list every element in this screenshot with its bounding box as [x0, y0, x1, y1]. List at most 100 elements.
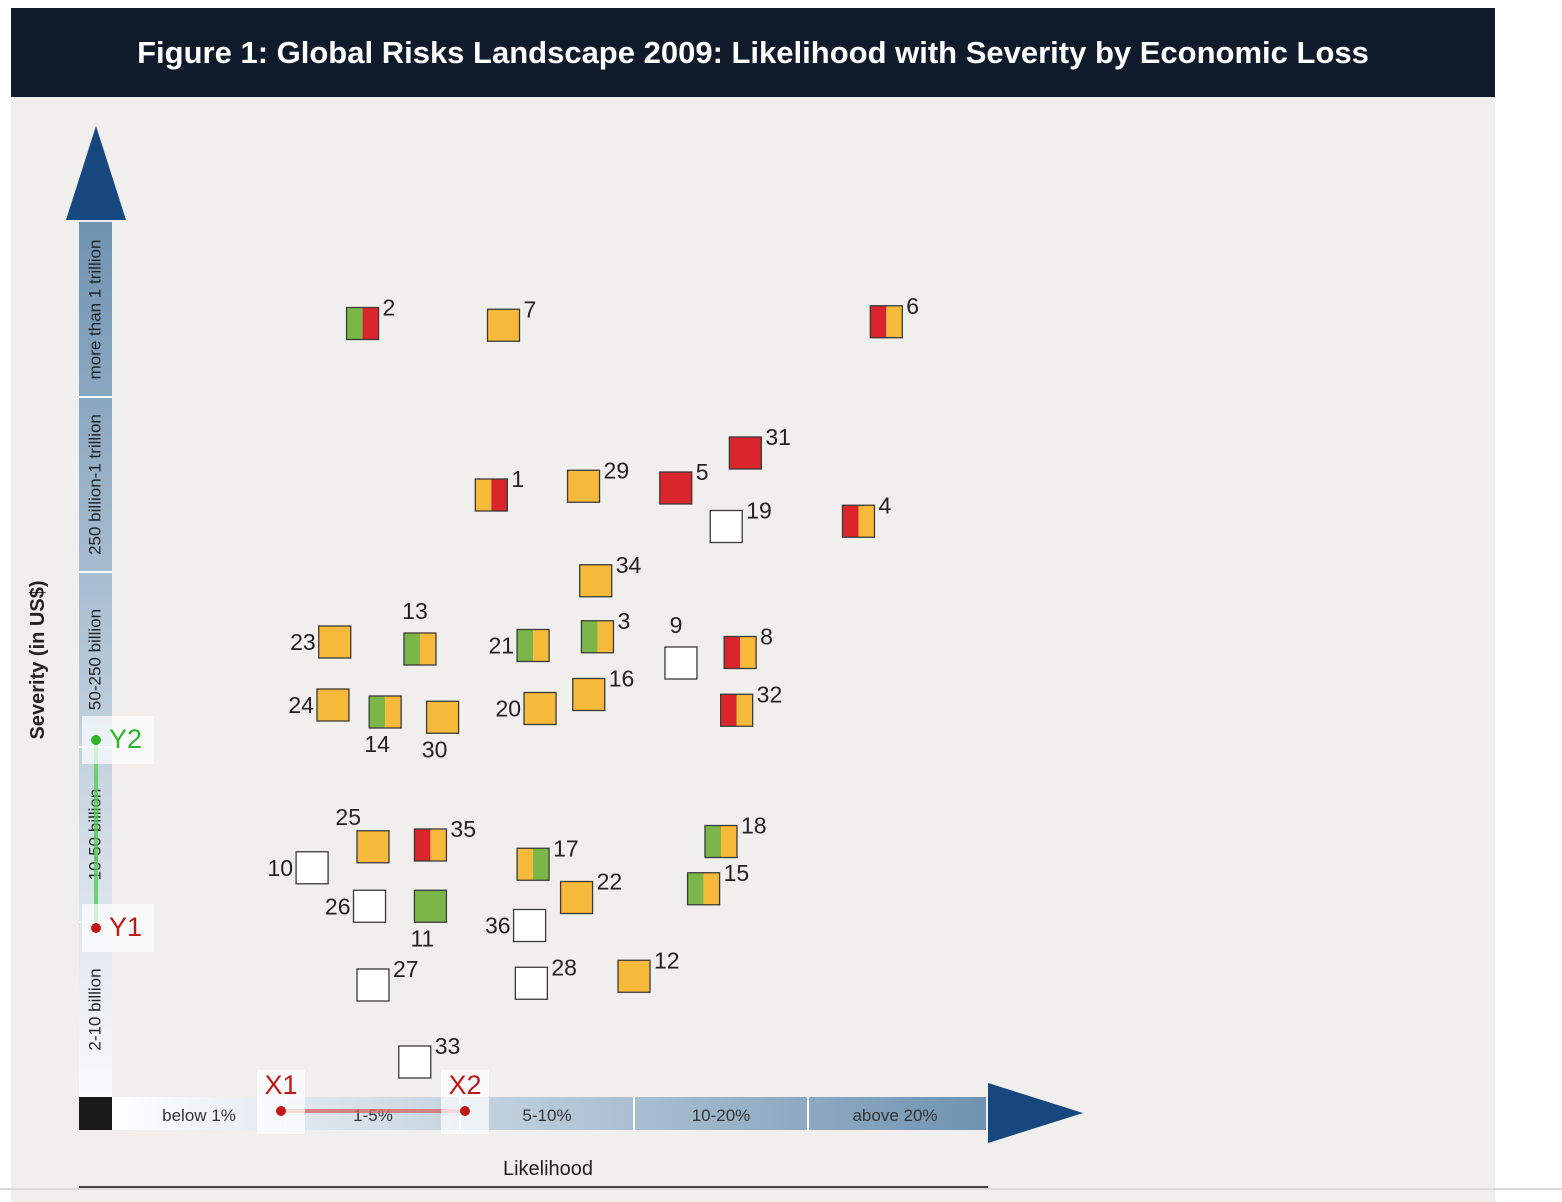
risk-label: 25 — [335, 804, 361, 830]
risk-marker-19: 19 — [709, 498, 772, 544]
risk-label: 30 — [422, 736, 448, 762]
risk-marker-segment — [316, 689, 349, 721]
risk-marker-border — [869, 305, 903, 339]
risk-marker-border — [474, 478, 508, 512]
risk-label: 4 — [878, 492, 891, 518]
risk-label: 19 — [746, 498, 772, 524]
risk-marker-11: 11 — [410, 889, 448, 951]
risk-label: 34 — [616, 552, 642, 578]
risk-marker-5: 5 — [659, 459, 709, 505]
x-axis-label: Likelihood — [503, 1158, 593, 1180]
risk-marker-border — [720, 693, 754, 727]
risk-label: 11 — [410, 925, 434, 951]
risk-label: 1 — [511, 466, 524, 492]
risk-marker-segment — [886, 305, 903, 338]
risk-marker-border — [486, 308, 521, 342]
y-axis-arrow-icon — [66, 126, 126, 220]
annotation-x2-dot — [460, 1106, 470, 1116]
risk-marker-segment — [703, 872, 720, 905]
risk-marker-border — [686, 872, 721, 906]
risk-marker-21: 21 — [488, 628, 550, 663]
risk-marker-border — [512, 908, 547, 943]
risk-marker-segment — [487, 309, 520, 342]
risk-label: 20 — [495, 696, 521, 722]
risk-label: 12 — [654, 947, 680, 973]
risk-marker-segment — [567, 470, 600, 503]
risk-marker-segment — [296, 851, 329, 884]
risk-marker-segment — [318, 626, 351, 658]
risk-marker-1: 1 — [474, 466, 524, 512]
risk-marker-3: 3 — [580, 608, 630, 654]
risk-marker-36: 36 — [485, 908, 547, 943]
risk-marker-border — [709, 509, 743, 544]
risk-marker-segment — [597, 620, 614, 653]
risk-marker-segment — [533, 848, 550, 881]
risk-label: 32 — [757, 681, 783, 707]
annotation-x2-label: X2 — [448, 1070, 481, 1100]
risk-marker-segment — [579, 564, 612, 597]
x-tick-label: 5-10% — [522, 1106, 571, 1125]
risk-marker-25: 25 — [335, 804, 390, 864]
x-tick-label: below 1% — [162, 1106, 236, 1125]
data-points: 1234567891011121314151617181920212223242… — [268, 293, 919, 1079]
risk-label: 24 — [288, 692, 314, 718]
risk-marker-border — [664, 646, 698, 680]
risk-marker-6: 6 — [869, 293, 919, 339]
risk-marker-border — [398, 1045, 432, 1079]
risk-marker-border — [403, 632, 437, 666]
risk-marker-segment — [475, 479, 492, 511]
risk-marker-segment — [430, 829, 447, 861]
risk-marker-segment — [357, 969, 389, 1001]
risk-marker-segment — [419, 633, 436, 665]
y-axis-band — [79, 222, 112, 1130]
risk-marker-segment — [414, 890, 447, 923]
risk-marker-segment — [729, 437, 762, 469]
risk-marker-segment — [618, 960, 650, 993]
risk-marker-23: 23 — [290, 625, 352, 659]
risk-marker-border — [413, 828, 448, 862]
risk-marker-segment — [398, 1046, 431, 1078]
risk-label: 26 — [325, 893, 351, 919]
risk-label: 22 — [597, 869, 623, 895]
bottom-divider — [0, 1188, 1562, 1190]
annotation-x1-box — [257, 1070, 305, 1134]
risk-label: 6 — [906, 293, 919, 319]
risk-marker-border — [368, 695, 402, 729]
risk-marker-24: 24 — [288, 688, 350, 722]
risk-marker-border — [572, 677, 606, 712]
risk-marker-17: 17 — [516, 835, 579, 881]
title-bar: Figure 1: Global Risks Landscape 2009: L… — [11, 8, 1495, 97]
risk-marker-border — [516, 847, 550, 881]
risk-marker-13: 13 — [402, 598, 437, 666]
risk-marker-border — [728, 436, 763, 470]
risk-marker-segment — [572, 678, 605, 711]
annotation-x1-label: X1 — [264, 1070, 297, 1100]
annotation-x2-box — [441, 1070, 489, 1134]
risk-marker-33: 33 — [398, 1033, 460, 1079]
risk-label: 10 — [268, 855, 294, 881]
risk-marker-border — [523, 691, 557, 726]
risk-marker-16: 16 — [572, 666, 634, 712]
risk-label: 23 — [290, 629, 316, 655]
risk-marker-segment — [515, 967, 548, 1000]
risk-label: 21 — [488, 633, 514, 659]
risk-marker-border — [345, 306, 380, 341]
axis-annotations: X1 X2 Y1 Y2 — [82, 716, 489, 1134]
risk-label: 28 — [551, 954, 577, 980]
risk-marker-segment — [524, 692, 557, 725]
risk-label: 29 — [604, 457, 630, 483]
risk-label: 7 — [524, 296, 537, 322]
risk-marker-4: 4 — [841, 492, 891, 538]
risk-marker-15: 15 — [686, 860, 749, 906]
risk-marker-9: 9 — [664, 612, 698, 680]
risk-marker-border — [580, 620, 615, 654]
risk-marker-segment — [517, 848, 534, 881]
risk-label: 13 — [402, 598, 428, 624]
risk-marker-29: 29 — [566, 457, 630, 503]
risk-marker-border — [659, 471, 693, 505]
risk-marker-28: 28 — [514, 954, 577, 1000]
risk-marker-border — [704, 824, 738, 859]
x-tick-label: 10-20% — [692, 1106, 751, 1125]
risk-marker-32: 32 — [720, 681, 783, 727]
